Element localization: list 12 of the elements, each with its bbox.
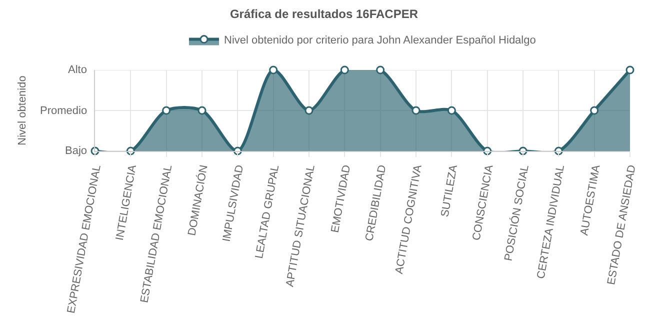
chart-title: Gráfica de resultados 16FACPER bbox=[230, 7, 418, 22]
x-tick-label: ESTADO DE ANSIEDAD bbox=[605, 164, 638, 286]
x-tick-label: SUTILEZA bbox=[439, 163, 460, 218]
x-tick-label: CERTEZA INDIVIDUAL bbox=[535, 164, 568, 280]
ref-line-label: Promedio bbox=[40, 105, 88, 117]
ref-line-label: Bajo bbox=[65, 145, 88, 157]
x-tick-label: LEALTAD GRUPAL bbox=[253, 164, 282, 260]
y-axis-title: Nivel obtenido bbox=[16, 76, 29, 146]
x-tick-label: ACTITUD COGNITIVA bbox=[393, 163, 424, 275]
ref-line-label: Alto bbox=[68, 64, 87, 76]
x-tick-label: POSICIÓN SOCIAL bbox=[502, 164, 532, 262]
legend-label: Nivel obtenido por criterio para John Alexander Español Hidalgo bbox=[224, 34, 536, 47]
